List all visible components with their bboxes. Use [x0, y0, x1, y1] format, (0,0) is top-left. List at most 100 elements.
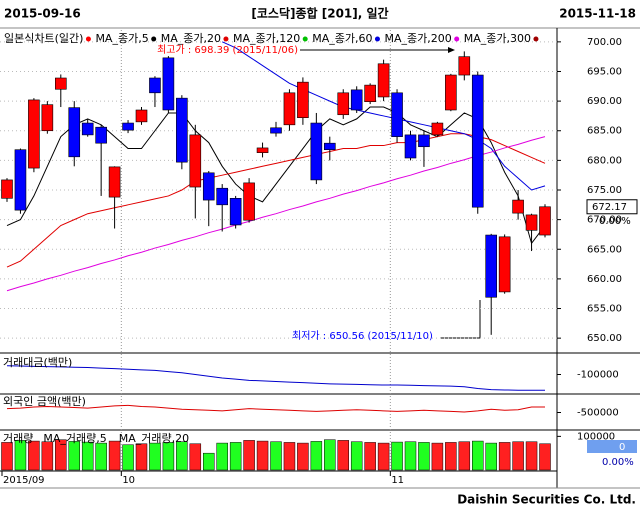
y-tick-label: 100000	[577, 431, 615, 442]
volume-bar	[149, 442, 161, 471]
candle-body	[310, 122, 323, 181]
volume-bar	[310, 441, 323, 471]
legend-entry: MA_종가,60	[312, 32, 372, 45]
volume-bar	[203, 452, 215, 471]
legend-entry: MA_종가,20	[161, 32, 221, 45]
candle-body	[41, 104, 54, 132]
y-tick-label: 670.00	[587, 215, 622, 226]
footer: Daishin Securities Co. Ltd.	[457, 493, 636, 507]
indicator-line	[6, 365, 545, 391]
box-label: 0.00%	[602, 457, 634, 468]
panel-legend: MA_거래량,20	[119, 432, 189, 445]
y-tick-label: -500000	[577, 408, 619, 419]
candle-body	[216, 187, 228, 206]
legend-marker	[223, 36, 229, 42]
volume-bar	[377, 442, 390, 471]
candle-body	[54, 77, 67, 90]
legend-marker	[533, 36, 539, 42]
volume-bar	[162, 442, 175, 471]
candle-body	[149, 77, 161, 94]
ma-line	[6, 106, 546, 245]
volume-bar	[391, 441, 403, 471]
candle-body	[418, 134, 430, 148]
y-tick-label: 695.00	[587, 66, 622, 77]
y-tick-label: 675.00	[587, 185, 622, 196]
candle-body	[162, 57, 175, 111]
volume-bar	[418, 442, 430, 471]
ma-line	[221, 41, 546, 191]
volume-bar	[297, 442, 309, 471]
legend-marker	[374, 36, 380, 42]
legend-entry: MA_종가,120	[233, 32, 300, 45]
candle-body	[176, 97, 188, 163]
volume-bar	[525, 441, 538, 471]
candle-body	[337, 92, 350, 116]
candle-body	[81, 122, 94, 136]
volume-bar	[108, 440, 121, 471]
y-tick-label: 700.00	[587, 37, 622, 48]
volume-bar	[189, 443, 202, 471]
volume-bar	[472, 440, 484, 471]
panel-legend: MA_거래량,5	[43, 432, 106, 445]
candle-body	[364, 84, 376, 103]
chart-title: [코스닥]종합 [201], 일간	[251, 6, 388, 21]
volume-bar	[404, 441, 417, 471]
volume-bar	[431, 442, 444, 471]
chart-label: 일본식차트(일간)	[4, 31, 83, 45]
volume-bar	[243, 440, 255, 471]
volume-bar	[485, 442, 497, 471]
legend-entry: MA_종가,300	[464, 32, 531, 45]
legend-marker	[454, 36, 460, 42]
legend-marker	[151, 36, 157, 42]
candle-body	[28, 99, 40, 169]
candle-body	[404, 134, 417, 159]
legend-marker	[302, 36, 308, 42]
candle-body	[498, 236, 511, 293]
y-tick-label: -100000	[577, 370, 619, 381]
legend-entry: MA_종가,5	[95, 32, 148, 45]
candle-body	[377, 63, 390, 98]
volume-bar	[350, 441, 363, 471]
candle-body	[270, 127, 282, 134]
candle-body	[256, 147, 269, 153]
candle-body	[95, 126, 107, 144]
candle-body	[283, 92, 296, 126]
panel-label: 거래량	[3, 432, 33, 445]
legend-marker	[85, 36, 91, 42]
candle-body	[323, 142, 336, 151]
volume-bar	[95, 442, 107, 471]
y-tick-label: 655.00	[587, 304, 622, 315]
annotation: 최고가 : 698.39 (2015/11/06)	[157, 44, 298, 56]
volume-bar	[216, 442, 228, 471]
volume-bar	[176, 441, 188, 471]
candle-body	[108, 166, 121, 198]
candle-body	[525, 214, 538, 231]
volume-bar	[256, 440, 269, 471]
candle-body	[471, 74, 484, 208]
end-date: 2015-11-18	[559, 7, 636, 21]
candle-body	[445, 74, 457, 111]
candle-body	[391, 92, 403, 137]
ma-line	[6, 133, 546, 268]
y-tick-label: 690.00	[587, 96, 622, 107]
value-box	[587, 440, 637, 453]
volume-bar	[122, 444, 134, 471]
price-box	[586, 199, 638, 215]
y-tick-label: 650.00	[587, 333, 622, 344]
candle-body	[68, 107, 81, 158]
candle-body	[135, 109, 148, 123]
volume-bar	[41, 441, 54, 471]
x-tick-label: 10	[122, 475, 135, 486]
volume-bar	[458, 441, 471, 471]
candle-body	[350, 89, 363, 111]
ma-line	[6, 136, 546, 292]
candle-body	[485, 234, 498, 298]
candle-body	[14, 149, 27, 211]
volume-bar	[270, 441, 282, 471]
volume-bar	[135, 443, 148, 471]
panel-label: 외국인 금액(백만)	[3, 395, 86, 408]
volume-bar	[81, 441, 94, 471]
volume-bar	[1, 442, 13, 471]
change-label: 0.00%	[599, 216, 631, 227]
